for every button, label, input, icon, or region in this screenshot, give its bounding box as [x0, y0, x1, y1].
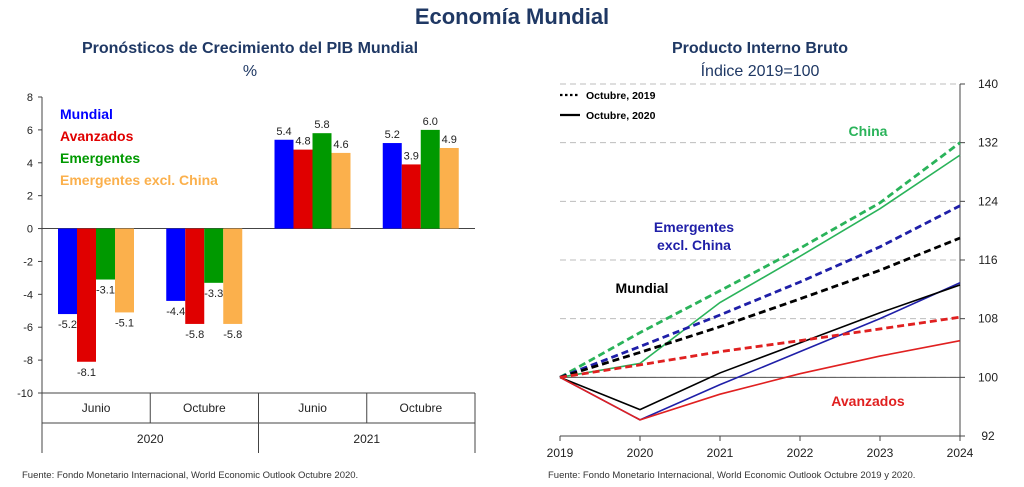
x-tick-label: Junio	[298, 401, 327, 415]
data-label: -5.2	[58, 319, 77, 331]
data-label: 5.4	[276, 126, 291, 138]
bar-emergentes-3	[312, 133, 332, 229]
series-avanzados-dashed	[559, 315, 961, 379]
bar-emergentes-excl-china-3	[331, 152, 351, 229]
y-tick-label: 4	[27, 158, 33, 170]
series-avanzados-solid	[559, 339, 961, 421]
x-tick-label: 2024	[947, 446, 974, 460]
left-chart-title: Pronósticos de Crecimiento del PIB Mundi…	[81, 40, 419, 57]
bar-chart: -10-8-6-4-202468-5.2-8.1-3.1-5.1-4.4-5.8…	[17, 92, 476, 453]
series-mundial-dashed	[559, 236, 961, 379]
x-group-label: 2021	[353, 432, 380, 446]
bar-emergentes-1	[96, 228, 115, 280]
line-chart: 92 100 108 116 124 132 140 2019 2020 2021 2022 2023…	[547, 77, 999, 460]
data-label: -3.1	[96, 285, 115, 297]
data-label: 4.6	[333, 139, 348, 151]
right-chart-title: Producto Interno Bruto	[672, 40, 848, 57]
data-label: -4.4	[166, 306, 185, 318]
bar-emergentes-excl-china-2	[223, 228, 243, 324]
y-tick-label: 108	[978, 312, 998, 326]
y-tick-label: -10	[17, 388, 33, 400]
y-tick-label: 0	[27, 224, 33, 236]
bar-avanzados-1	[77, 228, 96, 362]
page-title: Economía Mundial	[414, 4, 610, 29]
data-label: 6.0	[423, 116, 438, 128]
data-label: -5.8	[223, 329, 242, 341]
x-tick-label: 2021	[707, 446, 734, 460]
data-label: 5.2	[385, 129, 400, 141]
bar-mundial-3	[274, 139, 294, 229]
bar-avanzados-3	[293, 149, 313, 229]
data-label: 5.8	[314, 119, 329, 131]
annotation-emergentes: Emergentes excl. China	[654, 219, 734, 253]
right-chart-source: Fuente: Fondo Monetario Internacional, W…	[548, 470, 916, 481]
y-tick-label: -8	[23, 355, 33, 367]
x-tick-label: Octubre	[183, 401, 226, 415]
x-tick-label: 2022	[787, 446, 814, 460]
bar-emergentes-4	[420, 129, 440, 229]
y-tick-label: 100	[978, 370, 998, 384]
data-label: 4.8	[295, 136, 310, 148]
data-label: -5.8	[185, 329, 204, 341]
left-chart-unit: %	[242, 63, 258, 80]
right-chart-unit: Índice 2019=100	[700, 63, 820, 80]
bar-emergentes-excl-china-4	[439, 147, 459, 229]
y-tick-label: 6	[27, 125, 33, 137]
series-emergentes-excl-china-dashed	[559, 204, 961, 379]
bar-emergentes-excl-china-1	[115, 228, 134, 313]
y-tick-label: 124	[978, 194, 998, 208]
bar-emergentes-2	[204, 228, 224, 283]
legend-mundial: Mundial	[60, 106, 113, 122]
y-tick-label: -4	[23, 289, 33, 301]
annotation-china: China	[849, 123, 888, 139]
series-mundial-solid	[559, 284, 961, 411]
legend-avanzados: Avanzados	[60, 128, 134, 144]
data-label: 3.9	[404, 150, 419, 162]
y-tick-label: 92	[981, 429, 995, 443]
bar-avanzados-4	[401, 164, 421, 229]
legend-emergentes: Emergentes	[60, 150, 140, 166]
y-tick-label: 2	[27, 191, 33, 203]
x-tick-label: Junio	[82, 401, 111, 415]
bar-mundial-1	[58, 228, 77, 315]
data-label: -5.1	[115, 317, 134, 329]
x-tick-label: 2023	[867, 446, 894, 460]
bar-avanzados-2	[185, 228, 205, 324]
x-tick-label: 2019	[547, 446, 574, 460]
data-label: 4.9	[442, 134, 457, 146]
y-tick-label: -2	[23, 256, 33, 268]
x-tick-label: Octubre	[400, 401, 443, 415]
bar-mundial-4	[382, 143, 402, 229]
data-label: -8.1	[77, 367, 96, 379]
y-tick-label: 132	[978, 136, 998, 150]
legend-emergentes-excl-china: Emergentes excl. China	[60, 172, 218, 188]
y-tick-label: -6	[23, 322, 33, 334]
y-tick-label: 140	[978, 77, 998, 91]
left-chart-source: Fuente: Fondo Monetario Internacional, W…	[22, 470, 359, 481]
y-tick-label: 8	[27, 92, 33, 104]
data-label: -3.3	[204, 288, 223, 300]
annotation-avanzados: Avanzados	[831, 393, 905, 409]
legend-label: Octubre, 2020	[586, 110, 656, 122]
x-group-label: 2020	[137, 432, 164, 446]
bar-mundial-2	[166, 228, 186, 301]
annotation-mundial: Mundial	[616, 280, 669, 296]
legend-label: Octubre, 2019	[586, 90, 656, 102]
y-tick-label: 116	[978, 253, 997, 267]
x-tick-label: 2020	[627, 446, 654, 460]
